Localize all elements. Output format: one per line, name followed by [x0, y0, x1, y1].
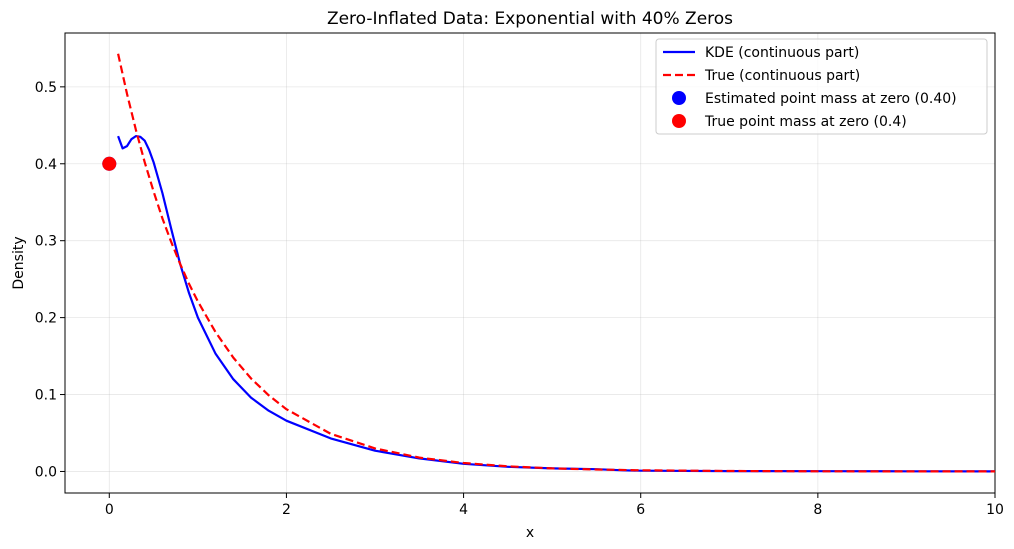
series-line-0 — [117, 135, 996, 473]
legend-entry: Estimated point mass at zero (0.40) — [705, 91, 957, 107]
x-tick-label: 10 — [986, 502, 1004, 518]
legend-swatch — [672, 114, 686, 128]
y-tick-label: 0.2 — [35, 311, 57, 327]
y-axis-ticks: 0.0 0.1 0.2 0.3 0.4 0.5 — [35, 80, 65, 480]
legend-swatch — [672, 91, 686, 105]
chart-title: Zero-Inflated Data: Exponential with 40%… — [327, 9, 733, 29]
y-tick-label: 0.3 — [35, 234, 57, 250]
x-tick-label: 4 — [459, 502, 468, 518]
legend-entry: True (continuous part) — [704, 68, 860, 84]
legend-entry: True point mass at zero (0.4) — [704, 114, 907, 130]
x-axis-ticks: 0 2 4 6 8 10 — [105, 493, 1004, 518]
y-axis-label: Density — [11, 236, 27, 289]
legend-box — [655, 38, 988, 135]
series-layer — [102, 53, 996, 473]
x-tick-label: 6 — [636, 502, 645, 518]
x-tick-label: 0 — [105, 502, 114, 518]
y-tick-label: 0.1 — [35, 388, 57, 404]
x-axis-label: x — [526, 525, 534, 541]
legend: KDE (continuous part) True (continuous pa… — [655, 38, 988, 135]
x-tick-label: 2 — [282, 502, 291, 518]
y-tick-label: 0.5 — [35, 80, 57, 96]
y-tick-label: 0.0 — [35, 464, 57, 480]
legend-entry: KDE (continuous part) — [705, 45, 859, 61]
series-line-1 — [117, 53, 995, 473]
plot-area-frame — [64, 32, 996, 494]
y-tick-label: 0.4 — [35, 157, 57, 173]
point-mass-marker-3 — [102, 156, 117, 171]
x-tick-label: 8 — [813, 502, 822, 518]
